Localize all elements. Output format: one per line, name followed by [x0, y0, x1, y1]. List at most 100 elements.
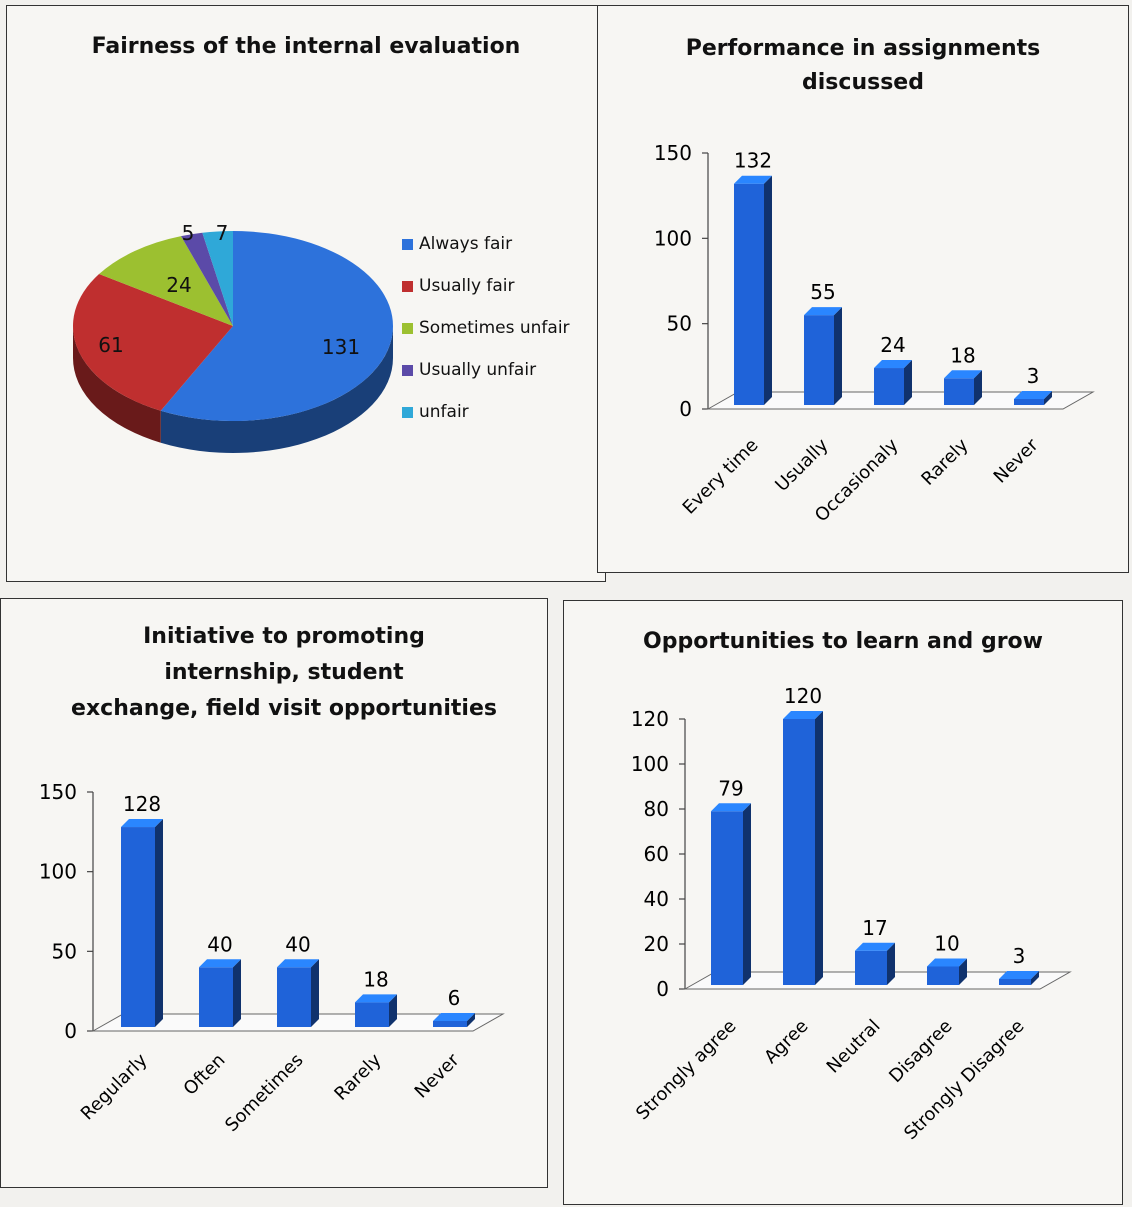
- y-tick-label: 60: [644, 842, 669, 866]
- category-label: Often: [180, 1050, 230, 1100]
- bar-side: [743, 803, 751, 985]
- category-label: Rarely: [330, 1049, 385, 1104]
- bar: [874, 360, 912, 405]
- bar-side: [834, 307, 842, 405]
- pie-slice-usually-unfair: [181, 232, 233, 326]
- pie-data-label: 61: [98, 333, 123, 357]
- data-label: 17: [862, 916, 887, 940]
- legend-swatch: [402, 406, 413, 418]
- category-label: Regularly: [77, 1049, 152, 1124]
- y-tick-label: 150: [654, 141, 692, 165]
- bar-chart-opportunities: 0 20 40 60 80 100 120 79 Strongly agree 120 Agree 1…: [631, 684, 1072, 1144]
- legend-item: Always fair: [402, 223, 570, 265]
- pie-data-label: 7: [216, 221, 229, 245]
- bar: [944, 370, 982, 405]
- chart-title: Opportunities to learn and grow: [643, 629, 1043, 654]
- pie-data-label: 5: [182, 221, 195, 245]
- data-label: 6: [448, 986, 461, 1010]
- pie-slice-side: [73, 326, 161, 443]
- bar-top: [855, 942, 895, 951]
- legend-label: Usually unfair: [419, 360, 537, 380]
- bar-top: [999, 971, 1039, 979]
- y-tick-label: 150: [39, 780, 77, 804]
- bar-top: [734, 175, 772, 184]
- bar: [855, 942, 895, 985]
- category-label: Strongly Disagree: [900, 1016, 1028, 1144]
- y-tick-label: 100: [631, 752, 669, 776]
- y-tick-label: 50: [52, 939, 77, 963]
- bar-chart-initiative: 0 50 100 150 128 Regularly 40 Often 40 Sometimes 1…: [39, 780, 505, 1136]
- y-tick-label: 100: [39, 860, 77, 884]
- bar-top: [944, 370, 982, 379]
- legend-item: Sometimes unfair: [402, 307, 570, 349]
- bar-front: [927, 966, 959, 985]
- bar-top: [927, 958, 967, 967]
- legend-label: Always fair: [419, 234, 513, 254]
- bar-front: [944, 378, 974, 405]
- pie-slice-sometimes-unfair: [99, 236, 233, 326]
- data-label: 3: [1027, 364, 1040, 388]
- legend-swatch: [402, 238, 413, 250]
- category-label: Neutral: [823, 1016, 885, 1078]
- bar-side: [311, 959, 319, 1027]
- bar-side: [904, 360, 912, 405]
- data-label: 18: [363, 967, 388, 991]
- bar-top: [804, 307, 842, 316]
- data-label: 10: [934, 932, 959, 956]
- y-tick-label: 0: [64, 1019, 77, 1043]
- bar: [999, 971, 1039, 985]
- y-tick-label: 80: [644, 797, 669, 821]
- data-label: 40: [285, 932, 310, 956]
- pie-slice-unfair: [202, 231, 233, 326]
- category-label: Every time: [679, 435, 763, 519]
- bar-front: [734, 183, 764, 405]
- bar-front: [433, 1021, 467, 1027]
- bar-top: [277, 959, 319, 968]
- category-label: Never: [411, 1049, 464, 1102]
- pie-chart: 131 61 24 5 7: [72, 221, 393, 454]
- bar-side: [959, 958, 967, 985]
- bar-side: [389, 994, 397, 1027]
- bar-side: [467, 1013, 475, 1027]
- bar: [804, 307, 842, 405]
- category-label: Rarely: [917, 434, 972, 489]
- data-label: 55: [810, 280, 835, 304]
- bar-front: [999, 979, 1031, 985]
- chart-title: Performance in assignments discussed: [685, 36, 1041, 95]
- bar-front: [711, 811, 743, 985]
- y-tick-label: 20: [644, 932, 669, 956]
- pie-slice-side: [160, 326, 393, 454]
- legend-item: Usually fair: [402, 265, 570, 307]
- bar: [783, 711, 823, 985]
- bar-side: [1031, 971, 1039, 985]
- pie-data-label: 24: [166, 273, 191, 297]
- bar: [1014, 391, 1052, 405]
- pie-slice-usually-fair: [72, 274, 233, 411]
- bar-chart-panel-opportunities: Opportunities to learn and grow 0 20 40 60 8…: [563, 600, 1123, 1205]
- bar-side: [1044, 391, 1052, 405]
- bar: [927, 958, 967, 985]
- bar-top: [874, 360, 912, 369]
- category-label: Never: [990, 434, 1043, 487]
- bar-top: [711, 803, 751, 812]
- legend-swatch: [402, 280, 413, 292]
- data-label: 79: [718, 776, 743, 800]
- bar-front: [277, 967, 311, 1027]
- legend-item: Usually unfair: [402, 349, 570, 391]
- data-label: 120: [784, 684, 822, 708]
- data-label: 18: [950, 343, 975, 367]
- bar: [734, 175, 772, 405]
- category-label: Strongly agree: [632, 1016, 740, 1124]
- y-tick-label: 0: [679, 397, 692, 421]
- pie-slice-always-fair: [160, 231, 393, 421]
- bar: [277, 959, 319, 1027]
- bar-side: [764, 175, 772, 405]
- data-label: 128: [123, 792, 161, 816]
- legend-item: unfair: [402, 391, 570, 433]
- bar: [711, 803, 751, 985]
- pie-legend: Always fair Usually fair Sometimes unfair U…: [402, 223, 570, 433]
- data-label: 24: [880, 333, 905, 357]
- bar-top: [355, 994, 397, 1003]
- y-tick-label: 0: [656, 977, 669, 1001]
